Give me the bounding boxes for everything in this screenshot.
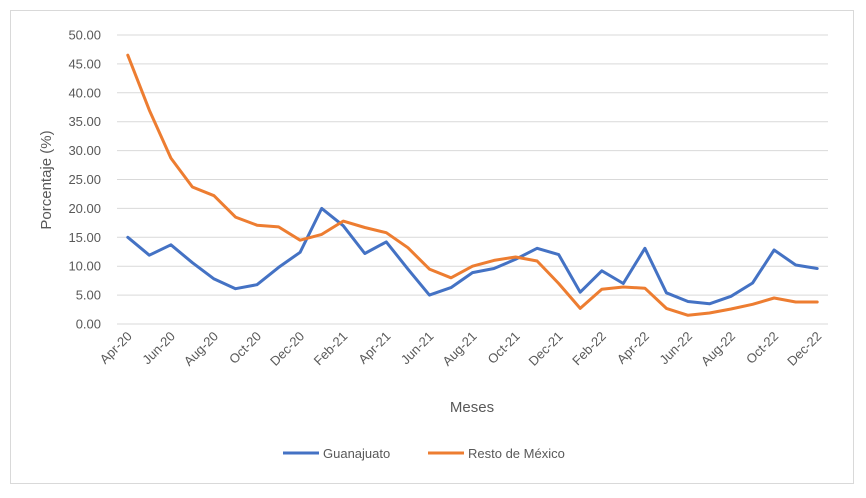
x-tick-label: Apr-22 xyxy=(614,329,652,367)
x-tick-label: Apr-21 xyxy=(355,329,393,367)
y-tick-label: 35.00 xyxy=(68,114,101,129)
x-tick-label: Feb-21 xyxy=(311,329,351,369)
y-tick-label: 10.00 xyxy=(68,259,101,274)
x-tick-label: Jun-22 xyxy=(656,329,695,368)
series-line-resto-de-mexico xyxy=(126,53,819,317)
y-tick-label: 30.00 xyxy=(68,143,101,158)
x-tick-label: Feb-22 xyxy=(569,329,609,369)
series-lines xyxy=(126,53,819,317)
x-tick-label: Dec-22 xyxy=(784,329,824,369)
x-tick-label: Jun-20 xyxy=(139,329,178,368)
y-tick-label: 45.00 xyxy=(68,56,101,71)
x-axis-title: Meses xyxy=(450,399,494,416)
y-tick-label: 20.00 xyxy=(68,201,101,216)
legend-label-guanajuato: Guanajuato xyxy=(323,446,390,461)
legend: Guanajuato Resto de México xyxy=(283,446,565,461)
y-axis-title: Porcentaje (%) xyxy=(38,130,55,229)
y-tick-label: 0.00 xyxy=(76,317,101,332)
x-tick-label: Apr-20 xyxy=(97,329,135,367)
y-axis-ticks: 0.00 5.00 10.00 15.00 20.00 25.00 30.00 35.00 40… xyxy=(68,28,101,332)
legend-label-resto-de-mexico: Resto de México xyxy=(468,446,565,461)
y-tick-label: 15.00 xyxy=(68,230,101,245)
x-tick-label: Jun-21 xyxy=(398,329,437,368)
chart-frame xyxy=(10,10,854,484)
x-tick-label: Oct-22 xyxy=(743,329,781,367)
x-tick-label: Aug-22 xyxy=(698,329,738,369)
x-tick-label: Oct-21 xyxy=(485,329,523,367)
x-tick-label: Aug-21 xyxy=(439,329,479,369)
y-tick-label: 25.00 xyxy=(68,172,101,187)
y-tick-label: 50.00 xyxy=(68,28,101,43)
x-tick-label: Dec-21 xyxy=(526,329,566,369)
y-tick-label: 5.00 xyxy=(76,288,101,303)
gridlines xyxy=(117,34,828,325)
x-tick-label: Aug-20 xyxy=(181,329,221,369)
x-tick-label: Oct-20 xyxy=(226,329,264,367)
y-tick-label: 40.00 xyxy=(68,85,101,100)
x-axis-ticks: Apr-20 Jun-20 Aug-20 Oct-20 Dec-20 Feb-21 Apr-… xyxy=(97,329,825,369)
x-tick-label: Dec-20 xyxy=(267,329,307,369)
series-line-guanajuato xyxy=(126,206,819,306)
